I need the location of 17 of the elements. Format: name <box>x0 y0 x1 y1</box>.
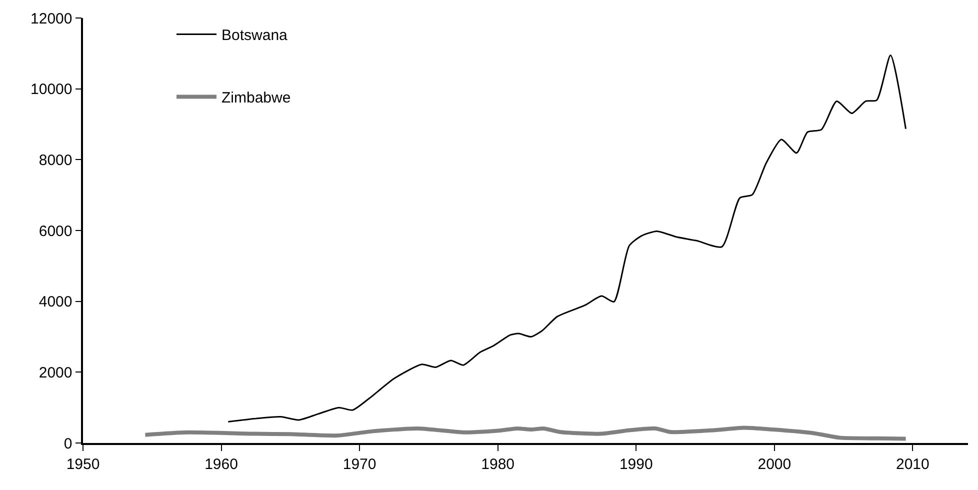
x-tick-label: 2000 <box>758 456 792 473</box>
y-tick-label: 10000 <box>30 81 72 98</box>
x-tick-label: 1970 <box>342 456 376 473</box>
x-tick-label: 1960 <box>204 456 238 473</box>
y-tick-label: 4000 <box>38 294 72 311</box>
x-tick-label: 2010 <box>896 456 930 473</box>
line-series <box>143 426 908 441</box>
x-tick-label: 1990 <box>619 456 653 473</box>
x-tick-label: 1980 <box>481 456 515 473</box>
y-tick-label: 6000 <box>38 222 72 240</box>
y-tick-label: 0 <box>64 435 72 452</box>
x-tick-label: 1950 <box>66 456 100 473</box>
y-tick-label: 8000 <box>38 152 72 169</box>
y-tick-label: 12000 <box>30 10 72 28</box>
legend-label: Zimbabwe <box>222 90 291 107</box>
y-tick-label: 2000 <box>38 364 72 382</box>
legend-label: Botswana <box>222 27 288 44</box>
